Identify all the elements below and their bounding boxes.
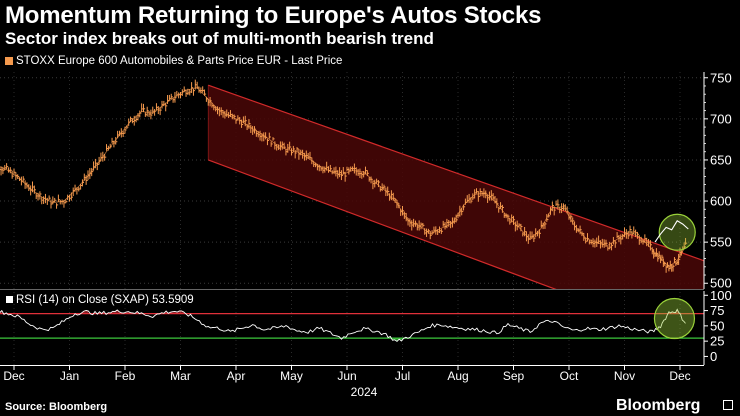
- rsi-axis-label: 100: [710, 288, 732, 303]
- month-label: Sep: [503, 369, 525, 383]
- price-axis-label: 500: [710, 276, 732, 291]
- rsi-line: [0, 308, 686, 342]
- month-label: Jun: [337, 369, 356, 383]
- rsi-legend-label: RSI (14) on Close (SXAP) 53.5909: [16, 294, 194, 306]
- price-line: [0, 87, 686, 268]
- rsi-axis-label: 25: [710, 334, 724, 349]
- year-label: 2024: [351, 385, 378, 399]
- price-axis-label: 550: [710, 235, 732, 250]
- legend-swatch: [5, 57, 13, 65]
- legend-label: STOXX Europe 600 Automobiles & Parts Pri…: [16, 55, 343, 67]
- price-axis-label: 700: [710, 111, 732, 126]
- month-label: Nov: [614, 369, 635, 383]
- month-label: Oct: [560, 369, 579, 383]
- chart-legend: STOXX Europe 600 Automobiles & Parts Pri…: [5, 55, 342, 67]
- month-label: Aug: [447, 369, 468, 383]
- channel-upper-line: [208, 84, 704, 262]
- price-axis-label: 750: [710, 70, 732, 85]
- chart-subtitle: Sector index breaks out of multi-month b…: [5, 29, 434, 48]
- price-series: [0, 79, 688, 273]
- brand-logo: Bloomberg: [616, 397, 701, 414]
- breakout-highlight: [658, 213, 696, 251]
- month-label: Mar: [170, 369, 191, 383]
- month-label: Dec: [3, 369, 24, 383]
- month-label: Jan: [60, 369, 79, 383]
- rsi-axis-label: 50: [710, 318, 724, 333]
- source-note: Source: Bloomberg: [5, 401, 108, 413]
- rsi-highlight: [653, 297, 696, 340]
- month-label: Apr: [227, 369, 246, 383]
- bearish-channel-fill: [208, 85, 704, 289]
- price-panel: [0, 79, 704, 289]
- rsi-legend-swatch: [6, 296, 13, 303]
- brand-box-icon: [723, 400, 733, 410]
- month-label: Feb: [115, 369, 136, 383]
- chart-title: Momentum Returning to Europe's Autos Sto…: [5, 2, 542, 29]
- month-label: Dec: [669, 369, 690, 383]
- price-axis-label: 650: [710, 152, 732, 167]
- rsi-overbought-fill: [179, 310, 182, 314]
- rsi-axis-label: 0: [710, 349, 717, 364]
- price-axis-label: 600: [710, 194, 732, 209]
- channel-lower-line: [208, 159, 557, 289]
- breakout-price-line: [654, 220, 689, 243]
- month-label: Jul: [395, 369, 410, 383]
- month-label: May: [280, 369, 303, 383]
- rsi-axis-label: 75: [710, 303, 724, 318]
